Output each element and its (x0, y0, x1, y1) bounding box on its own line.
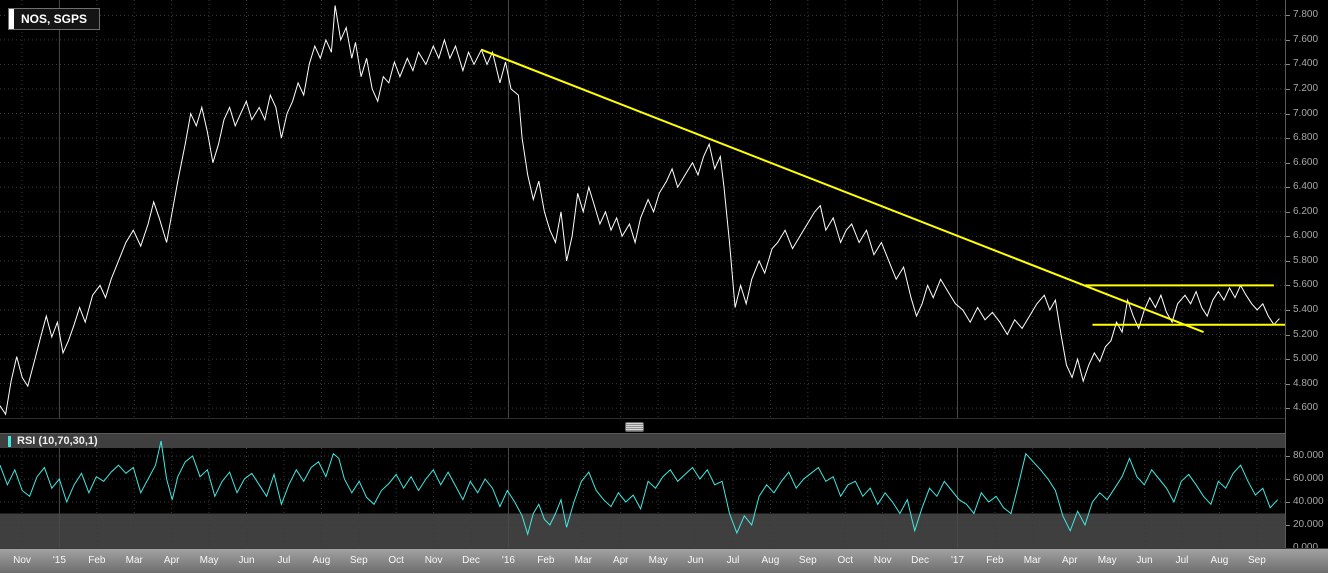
time-axis-month-label: Feb (537, 555, 555, 566)
axis-tick-label: 5.200 (1293, 328, 1319, 340)
rsi-y-axis[interactable]: 80.000 60.000 40.000 20.000 0.000 (1285, 433, 1328, 553)
time-axis-year-label: '17 (950, 555, 965, 566)
time-axis-month-label: Nov (13, 555, 31, 566)
panel-splitter[interactable] (0, 418, 1285, 433)
axis-tick-mark (1286, 309, 1290, 311)
rsi-chart[interactable] (0, 433, 1285, 549)
axis-tick-label: 20.000 (1293, 519, 1324, 530)
time-axis-year-label: '16 (501, 555, 515, 566)
time-axis-month-label: Sep (1247, 555, 1266, 566)
rsi-label-text: RSI (10,70,30,1) (17, 435, 98, 447)
time-axis-month-label: May (199, 555, 219, 566)
time-axis-month-label: Aug (312, 555, 331, 566)
symbol-text: NOS, SGPS (21, 12, 88, 26)
axis-tick-label: 5.000 (1293, 353, 1319, 365)
axis-tick-label: 7.600 (1293, 33, 1319, 45)
rsi-indicator-label[interactable]: RSI (10,70,30,1) (8, 435, 98, 447)
axis-tick-label: 6.600 (1293, 156, 1319, 168)
time-axis-month-label: Apr (1061, 555, 1078, 566)
axis-tick-label: 4.800 (1293, 377, 1319, 389)
axis-tick-label: 4.600 (1293, 402, 1319, 414)
time-axis-month-label: Mar (125, 555, 143, 566)
time-axis-month-label: May (1097, 555, 1117, 566)
time-axis-month-label: Jul (726, 555, 740, 566)
axis-tick-label: 80.000 (1293, 450, 1324, 461)
time-axis-month-label: Oct (388, 555, 404, 566)
axis-tick-label: 6.400 (1293, 181, 1319, 193)
time-axis-month-label: Dec (462, 555, 480, 566)
time-axis-month-label: Mar (1023, 555, 1041, 566)
axis-tick-mark (1286, 285, 1290, 287)
axis-tick-mark (1286, 89, 1290, 90)
axis-tick-mark (1286, 408, 1290, 410)
time-axis-month-label: Jun (1136, 555, 1153, 566)
axis-tick-mark (1286, 260, 1290, 262)
time-axis-month-label: Mar (574, 555, 592, 566)
price-chart[interactable] (0, 0, 1285, 418)
axis-tick-mark (1286, 502, 1290, 503)
splitter-grip-icon[interactable] (625, 422, 644, 432)
time-axis-month-label: Feb (88, 555, 106, 566)
axis-tick-label: 7.800 (1293, 9, 1319, 21)
axis-tick-mark (1286, 39, 1290, 41)
time-axis-month-label: Apr (163, 555, 180, 566)
axis-tick-mark (1286, 15, 1290, 17)
axis-tick-mark (1286, 138, 1290, 140)
axis-tick-label: 60.000 (1293, 473, 1324, 484)
axis-tick-mark (1286, 479, 1290, 480)
time-axis-month-label: Jul (1175, 555, 1189, 566)
time-axis[interactable]: Nov '15 Feb Mar Apr May Jun Jul Aug Sep Oct Nov Dec '… (0, 548, 1328, 573)
axis-tick-mark (1286, 383, 1290, 385)
time-axis-month-label: Jul (277, 555, 291, 566)
axis-tick-label: 7.200 (1293, 83, 1319, 94)
axis-tick-mark (1286, 456, 1290, 457)
price-y-axis[interactable]: 7.800 7.600 7.400 7.200 7.000 6.800 6.600 6.400… (1285, 0, 1328, 433)
axis-tick-label: 5.600 (1293, 279, 1319, 291)
time-axis-year-label: '15 (52, 555, 66, 566)
axis-tick-mark (1286, 162, 1290, 164)
axis-tick-label: 6.000 (1293, 230, 1319, 242)
axis-tick-mark (1286, 187, 1290, 189)
axis-tick-label: 6.200 (1293, 205, 1319, 217)
symbol-accent-bar (9, 9, 14, 29)
time-axis-month-label: Nov (873, 555, 892, 566)
axis-tick-mark (1286, 334, 1290, 336)
axis-tick-mark (1286, 525, 1290, 526)
time-axis-month-label: Jun (238, 555, 255, 566)
rsi-accent-bar (8, 435, 11, 447)
time-axis-month-label: Feb (986, 555, 1004, 566)
time-axis-month-label: May (648, 555, 668, 566)
axis-tick-label: 7.000 (1293, 107, 1319, 119)
time-axis-month-label: Aug (761, 555, 780, 566)
axis-tick-label: 40.000 (1293, 496, 1324, 507)
axis-tick-mark (1286, 64, 1290, 66)
time-axis-month-label: Aug (1210, 555, 1229, 566)
symbol-label-chip[interactable]: NOS, SGPS (8, 8, 101, 30)
time-axis-month-label: Oct (837, 555, 854, 566)
time-axis-month-label: Sep (349, 555, 368, 566)
time-axis-month-label: Apr (612, 555, 629, 566)
axis-tick-mark (1286, 359, 1290, 361)
time-axis-month-label: Nov (424, 555, 443, 566)
axis-tick-mark (1286, 211, 1290, 213)
time-axis-month-label: Sep (798, 555, 817, 566)
rsi-header-strip (0, 433, 1285, 448)
axis-tick-label: 5.800 (1293, 254, 1319, 266)
axis-tick-mark (1286, 236, 1290, 238)
axis-tick-label: 7.400 (1293, 58, 1319, 70)
axis-tick-label: 5.400 (1293, 303, 1319, 315)
axis-tick-label: 0.000 (1293, 542, 1318, 553)
time-axis-month-label: Dec (911, 555, 929, 566)
axis-tick-label: 6.800 (1293, 132, 1319, 144)
axis-tick-mark (1286, 113, 1290, 115)
time-axis-month-label: Jun (687, 555, 704, 566)
